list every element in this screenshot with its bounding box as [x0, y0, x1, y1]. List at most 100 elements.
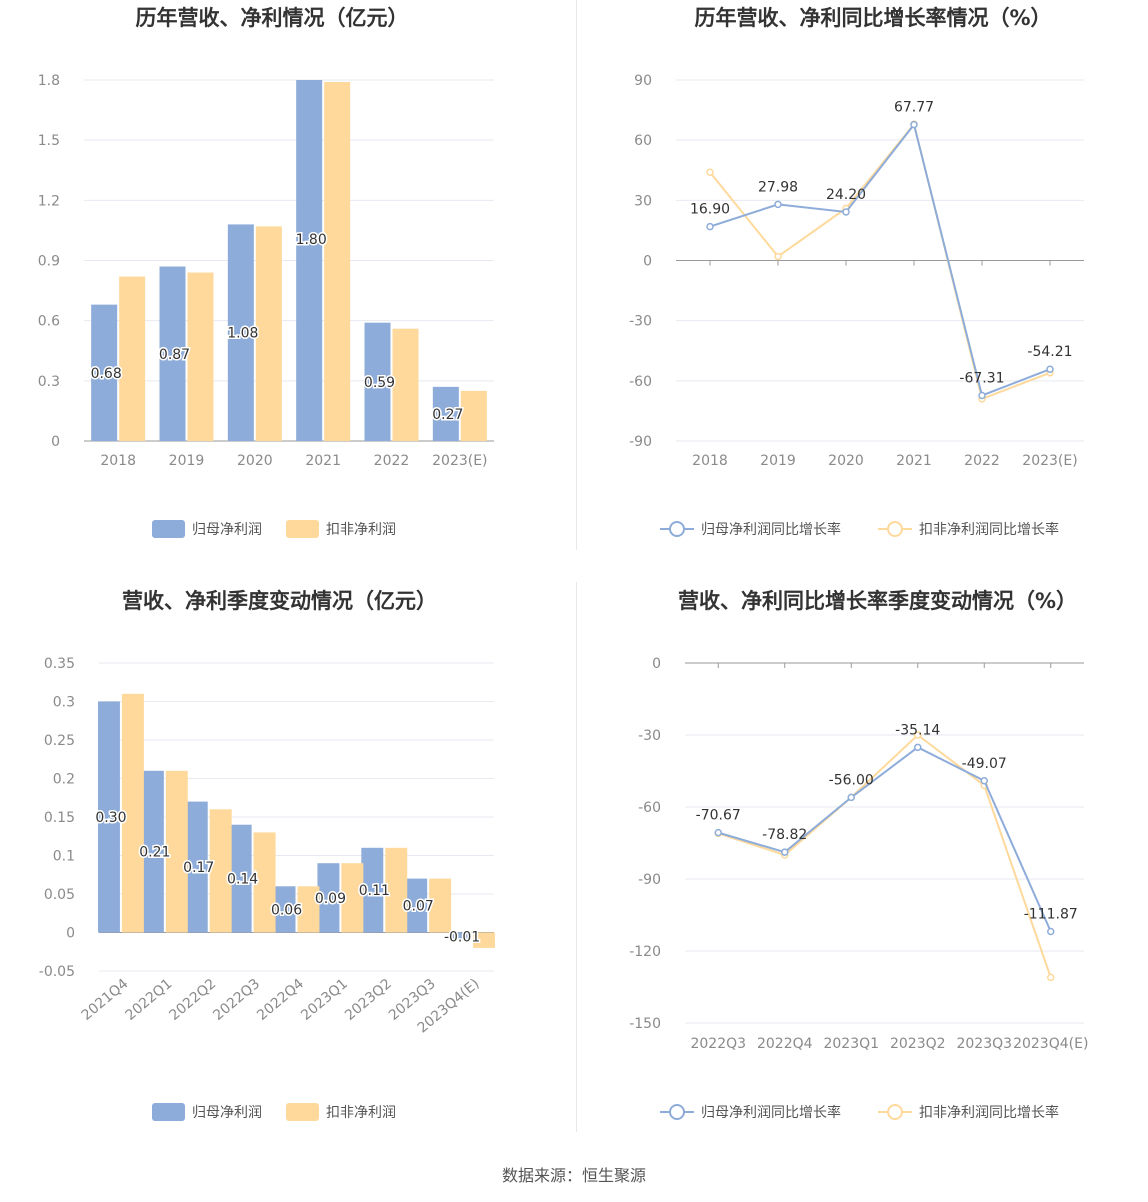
line-data-label: 24.20 [826, 187, 866, 203]
bar-deducted-net-profit [385, 847, 408, 933]
x-tick-label: 2019 [169, 453, 205, 469]
y-tick-label: 0.2 [53, 772, 75, 788]
vertical-divider-top [576, 0, 577, 550]
y-tick-label: -60 [638, 800, 661, 816]
y-tick-label: -60 [629, 374, 652, 390]
x-tick-label: 2023Q2 [890, 1036, 946, 1052]
chart-svg: 历年营收、净利同比增长率情况（%） -90 -60 -30 0 30 60 90 2018 201… [629, 6, 1084, 538]
bar-deducted-net-profit [119, 276, 146, 441]
bar-deducted-net-profit [255, 226, 282, 441]
x-tick-label: 2018 [100, 453, 136, 469]
line-parent-growth [709, 122, 1051, 397]
bar-parent-net-profit [273, 886, 296, 933]
line-deducted-growth [717, 733, 1052, 978]
bar-data-label: 0.68 [91, 366, 122, 382]
bar-deducted-net-profit [165, 770, 188, 933]
chart-canvas: 营收、净利季度变动情况（亿元） -0.05 0 0.05 0.1 0.15 0.2 0.25 0… [39, 589, 495, 1121]
line-data-label: -56.00 [829, 772, 874, 788]
line-point [781, 848, 789, 856]
y-tick-label: 1.8 [38, 73, 60, 89]
chart-canvas: 历年营收、净利同比增长率情况（%） -90 -60 -30 0 30 60 90 2018 201… [629, 6, 1084, 538]
bar-parent-net-profit [296, 80, 323, 441]
y-tick-label: -0.05 [39, 964, 75, 980]
bar-data-label: 0.07 [403, 899, 434, 915]
bar-data-label: 1.08 [227, 326, 258, 342]
legend-marker-deducted [887, 521, 903, 537]
chart-title: 历年营收、净利同比增长率情况（%） [694, 6, 1051, 30]
bar-parent-net-profit [141, 770, 164, 933]
y-tick-label: 0 [652, 656, 661, 672]
bar-deducted-net-profit [460, 390, 487, 441]
x-tick-label: 2022 [964, 453, 1000, 469]
quarterly-profit-bar-chart: 营收、净利季度变动情况（亿元） -0.05 0 0.05 0.1 0.15 0.2 0.25 0… [0, 582, 574, 1162]
bar-deducted-net-profit [473, 932, 495, 948]
y-tick-label: -150 [629, 1016, 661, 1032]
data-source-note: 数据来源：恒生聚源 [501, 1166, 646, 1185]
chart-svg: 营收、净利季度变动情况（亿元） -0.05 0 0.05 0.1 0.15 0.2 0.25 0… [39, 589, 495, 1121]
line-point [1046, 365, 1054, 373]
bar-parent-net-profit [159, 266, 186, 441]
line-point [910, 120, 918, 129]
annual-growth-line-chart: 历年营收、净利同比增长率情况（%） -90 -60 -30 0 30 60 90 2018 201… [574, 0, 1148, 580]
bar-data-label: 0.27 [432, 407, 463, 423]
line-point [914, 743, 922, 752]
y-tick-label: 30 [634, 193, 652, 209]
y-tick-label: 0.15 [44, 810, 75, 826]
x-tick-label: 2018 [692, 453, 728, 469]
y-tick-label: 0.9 [38, 254, 60, 270]
legend-swatch-deducted [286, 520, 319, 538]
legend-marker-parent [669, 521, 685, 537]
y-tick-label: -30 [629, 314, 652, 330]
legend-label: 归母净利润 [192, 1104, 262, 1121]
bar-parent-net-profit [229, 824, 252, 933]
chart-canvas: 历年营收、净利情况（亿元） 0 0.3 0.6 0.9 1.2 1.5 1.8 2018 2019… [38, 6, 494, 538]
legend-swatch-parent [152, 520, 185, 538]
line-point [774, 200, 782, 209]
x-tick-label: 2023Q2 [342, 976, 395, 1024]
line-parent-growth [717, 746, 1052, 932]
x-tick-label: 2022Q3 [690, 1036, 746, 1052]
x-tick-label: 2019 [760, 453, 796, 469]
y-tick-label: 0.25 [44, 733, 75, 749]
legend-label: 扣非净利润同比增长率 [919, 521, 1059, 538]
vertical-divider-bottom [576, 582, 577, 1132]
chart-title: 营收、净利季度变动情况（亿元） [122, 589, 437, 613]
chart-svg: 营收、净利同比增长率季度变动情况（%） -150 -120 -90 -60 -30 0 202… [629, 589, 1088, 1121]
legend-label: 扣非净利润同比增长率 [919, 1104, 1059, 1121]
x-tick-label: 2020 [237, 453, 273, 469]
bar-deducted-net-profit [187, 272, 214, 441]
line-point [706, 222, 714, 231]
bar-parent-net-profit [227, 224, 254, 441]
line-data-label: -111.87 [1024, 906, 1078, 922]
y-tick-label: -120 [629, 944, 661, 960]
bar-parent-net-profit [185, 801, 208, 933]
legend-label: 归母净利润 [192, 521, 262, 538]
y-tick-label: 0.3 [53, 695, 75, 711]
line-data-label: -54.21 [1027, 344, 1072, 360]
line-point [980, 777, 988, 785]
line-data-label: -67.31 [959, 370, 1004, 386]
line-data-label: -49.07 [962, 756, 1007, 772]
bar-deducted-net-profit [253, 832, 276, 933]
bar-parent-net-profit [91, 304, 118, 441]
line-point [706, 168, 714, 177]
line-point [774, 252, 782, 261]
bar-data-label: 0.14 [227, 872, 258, 888]
legend-swatch-deducted [286, 1103, 319, 1121]
line-data-label: 67.77 [894, 100, 934, 116]
bar-deducted-net-profit [341, 863, 364, 933]
bar-data-label: 1.80 [296, 232, 327, 248]
bar-parent-net-profit [432, 386, 459, 441]
bar-data-label: 0.17 [183, 860, 214, 876]
y-tick-label: 0.05 [44, 887, 75, 903]
y-tick-label: -30 [638, 728, 661, 744]
y-tick-label: 0 [66, 926, 75, 942]
bar-parent-net-profit [364, 322, 391, 441]
bar-data-label: -0.01 [444, 930, 480, 946]
bar-deducted-net-profit [324, 82, 351, 441]
y-tick-label: 0.3 [38, 374, 60, 390]
x-tick-label: 2023(E) [1022, 453, 1077, 469]
x-tick-label: 2022 [374, 453, 410, 469]
x-tick-label: 2022Q4 [757, 1036, 813, 1052]
x-tick-label: 2022Q1 [123, 976, 176, 1024]
